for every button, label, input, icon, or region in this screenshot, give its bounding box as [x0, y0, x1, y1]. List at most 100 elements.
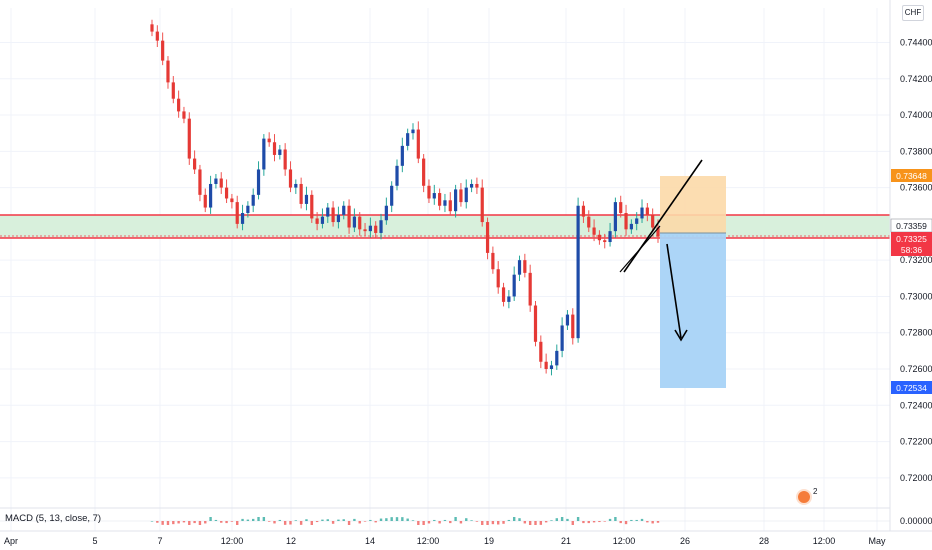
price-tick-label: 0.73000: [900, 291, 932, 301]
candle-body: [496, 269, 500, 288]
candle-body: [230, 198, 234, 203]
candle-body: [613, 202, 617, 232]
macd-bar: [278, 519, 282, 521]
candle-body: [475, 183, 479, 188]
candle-body: [177, 98, 181, 112]
candle-body: [326, 207, 330, 217]
candle-body: [491, 252, 495, 270]
price-tick-label: 0.72800: [900, 328, 932, 338]
candle-body: [198, 169, 202, 195]
macd-bar: [363, 521, 367, 522]
candle-body: [272, 142, 277, 155]
macd-bar: [305, 519, 308, 521]
macd-bar: [172, 521, 175, 525]
candle-body: [480, 187, 484, 223]
macd-bar: [283, 521, 287, 525]
event-flag-icon[interactable]: [796, 489, 812, 505]
stop-loss-zone[interactable]: [660, 233, 726, 388]
candle-body: [422, 158, 426, 186]
candle-body: [448, 200, 452, 212]
candle-body: [549, 365, 554, 370]
currency-badge[interactable]: CHF: [902, 5, 924, 21]
price-tick-label: 0.74000: [900, 110, 932, 120]
candle-body: [587, 216, 591, 228]
macd-bar: [166, 521, 170, 525]
time-tick-label: 12: [286, 536, 296, 546]
macd-bar: [299, 521, 303, 525]
candle-body: [624, 212, 628, 230]
macd-bar: [241, 518, 244, 521]
macd-bar: [236, 521, 239, 525]
macd-bar: [646, 521, 649, 523]
price-tick-label: 0.73200: [900, 255, 932, 265]
candle-body: [166, 60, 170, 83]
macd-bar: [188, 521, 191, 525]
candle-body: [416, 129, 420, 159]
candle-body: [608, 231, 612, 243]
macd-bar: [204, 521, 207, 524]
macd-bar: [198, 521, 202, 525]
candle-body: [331, 207, 335, 223]
candle-body: [592, 227, 596, 235]
macd-bar: [331, 521, 335, 524]
macd-bar: [433, 519, 436, 521]
current-price-tag: [891, 232, 932, 256]
trendline-lower[interactable]: [619, 225, 661, 273]
candle-body: [539, 341, 543, 362]
candle-body: [533, 305, 538, 342]
macd-bar: [465, 518, 468, 521]
target-price-text: 0.73648: [896, 171, 927, 181]
macd-bar: [262, 517, 266, 521]
candle-body: [603, 240, 607, 243]
macd-bar: [491, 521, 495, 525]
macd-bar: [475, 521, 479, 522]
candles: [150, 19, 660, 376]
candle-body: [299, 183, 303, 204]
time-tick-label: 12:00: [813, 536, 836, 546]
macd-bar: [342, 519, 345, 521]
profit-target-zone[interactable]: [660, 176, 726, 233]
candle-body: [283, 149, 287, 170]
candle-body: [485, 222, 490, 253]
macd-bar: [523, 521, 527, 524]
macd-bar: [592, 521, 596, 523]
price-tick-label: 0.73800: [900, 146, 932, 156]
time-tick-label: 19: [484, 536, 494, 546]
candle-body: [640, 207, 644, 219]
bar-countdown-text: 58:36: [901, 245, 923, 255]
macd-bar: [417, 521, 420, 525]
time-axis[interactable]: Apr 5 7 12:00 12 14 12:00 19 21 12:00 26 28 12:00 May: [4, 536, 886, 546]
macd-bar: [310, 521, 313, 525]
macd-bar: [614, 517, 617, 521]
macd-bar: [230, 521, 234, 522]
candle-body: [288, 169, 293, 188]
macd-histogram: [0, 517, 890, 525]
macd-bar: [252, 518, 255, 521]
macd-bar: [193, 521, 196, 524]
macd-legend[interactable]: MACD (5, 13, close, 7): [5, 513, 102, 524]
candle-body: [464, 187, 468, 203]
candle-body: [459, 189, 463, 203]
candle-body: [384, 205, 388, 221]
macd-bar: [369, 519, 372, 521]
time-tick-label: 12:00: [417, 536, 440, 546]
price-tick-label: 0.73600: [900, 183, 932, 193]
macd-bar: [539, 521, 543, 525]
price-axis[interactable]: 0.74400 0.74200 0.74000 0.73800 0.73600 0.732…: [900, 37, 932, 482]
price-tick-label: 0.72000: [900, 473, 932, 483]
candle-body: [246, 205, 250, 213]
candle-body: [374, 225, 378, 233]
macd-bar: [486, 521, 489, 525]
candle-body: [645, 207, 649, 215]
candle-body: [358, 216, 362, 230]
forecast-arrow-line[interactable]: [666, 243, 682, 339]
candle-body: [171, 82, 175, 99]
candle-body: [315, 218, 319, 224]
support-resistance-zone: [0, 215, 890, 238]
drawings[interactable]: [619, 159, 703, 342]
stop-price-tag: [891, 381, 932, 394]
candle-body: [336, 214, 341, 223]
candle-body: [635, 218, 639, 224]
